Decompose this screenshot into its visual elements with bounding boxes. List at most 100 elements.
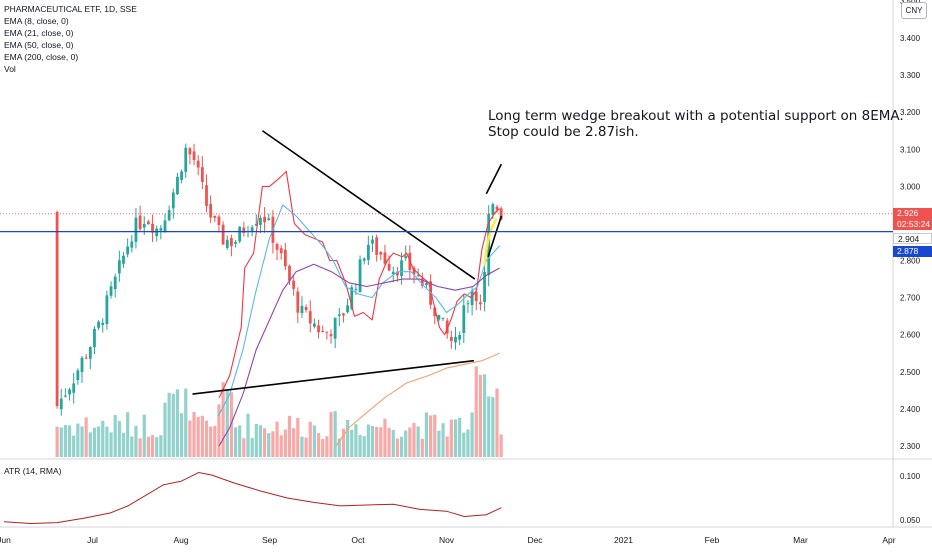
volume-bar [383, 418, 387, 457]
volume-bar [470, 412, 474, 457]
atr-legend[interactable]: ATR (14, RMA) [4, 466, 62, 476]
volume-bar [358, 434, 362, 457]
volume-bar [113, 414, 117, 457]
trendlines[interactable] [192, 130, 503, 395]
ema21-line [217, 204, 501, 417]
volume-bar [163, 402, 167, 457]
candle-body [304, 306, 308, 310]
volume-bar [84, 417, 88, 457]
volume-bar [499, 434, 503, 457]
volume-bar [379, 427, 383, 457]
time-tick-label: Sep [262, 535, 277, 545]
volume-bar [416, 426, 420, 457]
candle-body [474, 291, 478, 302]
candle-body [159, 228, 163, 231]
time-tick-label: 2021 [614, 535, 633, 545]
ema200-legend[interactable]: EMA (200, close, 0) [4, 52, 79, 62]
volume-bar [146, 436, 150, 457]
volume-bar [312, 425, 316, 457]
candle-body [250, 227, 254, 232]
candle-body [171, 192, 175, 209]
candle-body [180, 171, 183, 180]
annotation-line-1: Long term wedge breakout with a potentia… [488, 108, 904, 124]
time-tick-label: Jul [87, 535, 98, 545]
volume-bar [200, 415, 204, 457]
candle-body [454, 336, 457, 343]
volume-legend[interactable]: Vol [4, 64, 16, 74]
volume-bar [275, 421, 279, 457]
volume-bar [150, 434, 155, 457]
ema8-legend[interactable]: EMA (8, close, 0) [4, 16, 69, 26]
candle-body [192, 151, 196, 161]
candle-body [221, 224, 225, 245]
candle-body [445, 320, 449, 334]
volume-bar [387, 427, 391, 457]
candle-body [383, 252, 387, 264]
volume-bar [80, 426, 84, 457]
candle-body [200, 167, 204, 183]
volume-bar [495, 388, 499, 457]
candle-body [205, 185, 208, 206]
volume-bar [325, 436, 329, 457]
trendline [485, 163, 503, 195]
volume-bars [55, 366, 503, 457]
candle-body [296, 291, 300, 313]
candle-body [313, 323, 316, 327]
time-tick-label: Feb [705, 535, 720, 545]
candle-body [325, 331, 329, 333]
ema50-line [218, 263, 500, 447]
candle-body [101, 322, 105, 326]
candle-body [196, 160, 200, 168]
candle-body [342, 313, 345, 316]
atr-panel: 0.100 0.050 [3, 471, 921, 525]
volume-bar [134, 425, 138, 457]
currency-badge[interactable]: CNY [901, 2, 927, 19]
chart-annotation[interactable]: Long term wedge breakout with a potentia… [488, 108, 904, 140]
candle-body [387, 263, 391, 271]
volume-bar [391, 430, 395, 457]
time-tick-label: Oct [351, 535, 365, 545]
candle-body [230, 238, 233, 247]
price-tick-label: 2.600 [900, 331, 921, 340]
volume-bar [482, 374, 487, 457]
ema50-legend[interactable]: EMA (50, close, 0) [4, 40, 74, 50]
volume-bar [63, 425, 67, 457]
ema-price-tag: 2.904 [893, 233, 932, 244]
candle-body [134, 217, 138, 242]
volume-bar [449, 419, 453, 457]
volume-bar [333, 411, 337, 457]
trendline [487, 215, 503, 258]
candle-body [76, 370, 80, 381]
candle-body [449, 337, 453, 341]
ema21-legend[interactable]: EMA (21, close, 0) [4, 28, 74, 38]
volume-bar [101, 420, 105, 457]
candle-body [437, 314, 441, 320]
symbol-title[interactable]: PHARMACEUTICAL ETF, 1D, SSE [4, 4, 137, 14]
volume-bar [109, 432, 113, 457]
candle-body [279, 248, 283, 254]
ema-highlight-marker [483, 218, 498, 266]
candle-body [337, 314, 341, 316]
candle-body [483, 271, 486, 302]
trendline [261, 130, 476, 280]
candle-body [300, 305, 304, 314]
candle-body [288, 265, 291, 281]
candle-body [433, 307, 437, 316]
candle-body [109, 286, 113, 296]
candle-body [333, 317, 337, 339]
volume-bar [258, 425, 263, 457]
candle-body [184, 147, 188, 172]
price-tick-label: 3.000 [900, 182, 921, 191]
candle-body [267, 218, 271, 221]
volume-bar [263, 428, 267, 457]
volume-bar [246, 413, 250, 457]
price-tick-label: 3.300 [900, 71, 921, 80]
candle-body [362, 258, 366, 261]
candle-body [441, 317, 445, 319]
candle-body [329, 334, 333, 337]
volume-bar [491, 397, 495, 457]
volume-bar [175, 389, 180, 457]
